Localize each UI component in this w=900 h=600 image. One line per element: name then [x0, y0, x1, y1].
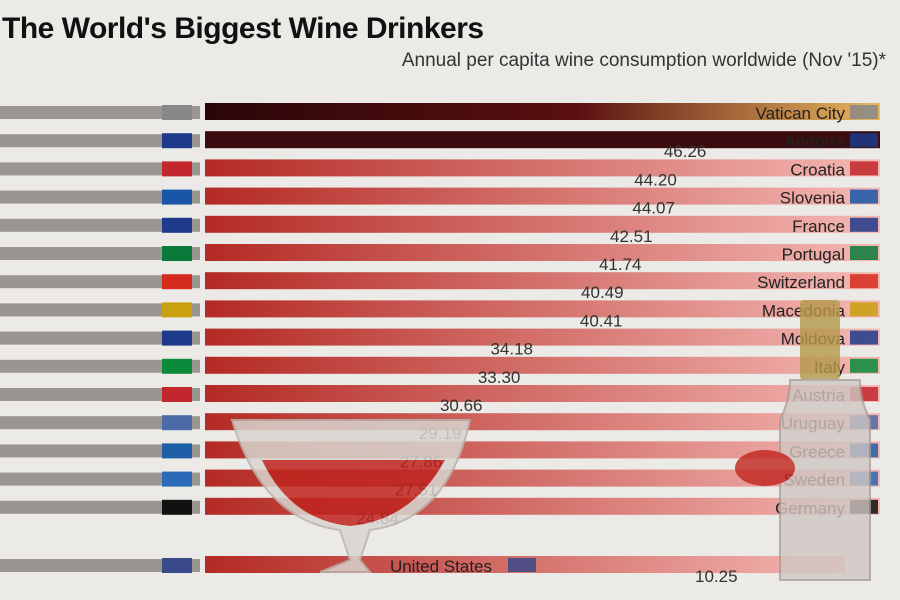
value-label: 40.41	[580, 311, 623, 330]
category-label: Slovenia	[780, 189, 846, 208]
chart-bar	[205, 244, 880, 261]
value-label: 44.07	[632, 199, 675, 218]
value-label: 30.66	[440, 396, 483, 415]
country-flag-icon	[850, 105, 878, 119]
category-label: Croatia	[790, 160, 845, 179]
flag-icon	[162, 105, 192, 120]
wine-glass-illustration	[230, 419, 472, 573]
chart-bar	[205, 356, 880, 374]
flag-icon	[162, 133, 192, 149]
value-label: 34.18	[490, 340, 533, 359]
country-flag-icon	[850, 302, 878, 317]
chart-bar	[205, 159, 880, 177]
chart-subtitle: Annual per capita wine consumption world…	[401, 50, 886, 71]
country-flag-icon	[850, 189, 878, 204]
country-flag-icon	[850, 358, 878, 373]
chart-bar	[205, 385, 880, 402]
chart-bar	[205, 103, 880, 120]
chart-bar	[205, 328, 880, 346]
flag-icon	[162, 499, 192, 515]
country-flag-icon	[508, 558, 536, 572]
flag-icon	[162, 161, 192, 177]
flag-icon	[162, 189, 192, 205]
flag-icon	[162, 387, 192, 402]
flag-icon	[162, 217, 192, 233]
flag-icon	[162, 358, 192, 374]
category-label: France	[792, 217, 845, 236]
flag-icon	[162, 274, 192, 290]
wine-bottle-illustration	[735, 300, 871, 581]
flag-icon	[162, 443, 192, 459]
value-label: 41.74	[599, 255, 642, 274]
value-label: 40.49	[581, 283, 624, 302]
value-label: 44.20	[634, 170, 677, 189]
flag-icon	[162, 330, 192, 346]
flag-icon	[162, 558, 192, 573]
value-label: 42.51	[610, 227, 653, 246]
value-label: 46.26	[664, 142, 707, 161]
country-flag-icon	[850, 161, 878, 176]
flag-icon	[162, 415, 192, 431]
category-label: Vatican City	[756, 104, 846, 123]
country-flag-icon	[850, 274, 878, 289]
country-flag-icon	[850, 133, 878, 148]
category-label: Portugal	[782, 245, 845, 264]
chart-bar	[205, 300, 880, 318]
chart-bar	[205, 187, 880, 205]
flag-icon	[162, 246, 192, 261]
flag-icon	[162, 302, 192, 318]
country-flag-icon	[850, 330, 878, 345]
country-flag-icon	[850, 246, 878, 260]
category-label: Andorra	[785, 132, 846, 151]
category-label: Switzerland	[757, 273, 845, 292]
flag-icon	[162, 471, 192, 487]
category-label: United States	[390, 557, 492, 576]
country-flag-icon	[850, 217, 878, 232]
chart-bar	[205, 272, 880, 290]
chart-title: The World's Biggest Wine Drinkers	[2, 12, 484, 45]
chart-bar	[205, 215, 880, 233]
chart-bar	[205, 131, 880, 149]
value-label: 33.30	[478, 368, 521, 387]
value-label: 10.25	[695, 567, 738, 586]
